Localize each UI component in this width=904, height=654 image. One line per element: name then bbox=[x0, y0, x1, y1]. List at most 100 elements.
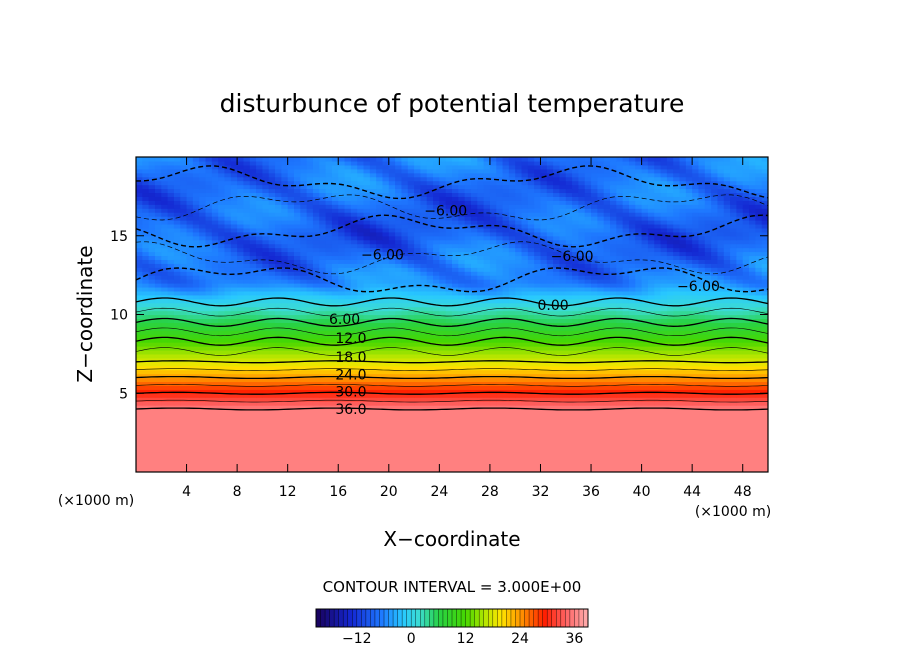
heatmap-cell bbox=[464, 275, 472, 280]
heatmap-cell bbox=[742, 290, 750, 296]
heatmap-cell bbox=[685, 353, 693, 359]
heatmap-cell bbox=[268, 326, 276, 331]
heatmap-cell bbox=[186, 389, 194, 394]
heatmap-cell bbox=[489, 456, 497, 461]
heatmap-cell bbox=[553, 326, 561, 331]
heatmap-cell bbox=[401, 464, 409, 469]
heatmap-cell bbox=[439, 428, 447, 434]
heatmap-cell bbox=[388, 436, 396, 442]
heatmap-cell bbox=[572, 401, 579, 406]
heatmap-cell bbox=[382, 361, 390, 367]
heatmap-cell bbox=[199, 298, 207, 304]
heatmap-cell bbox=[420, 318, 428, 323]
heatmap-cell bbox=[742, 460, 750, 465]
heatmap-cell bbox=[685, 306, 693, 312]
heatmap-cell bbox=[218, 322, 226, 327]
heatmap-cell bbox=[294, 381, 301, 386]
heatmap-cell bbox=[148, 377, 156, 383]
heatmap-cell bbox=[300, 405, 308, 410]
heatmap-cell bbox=[218, 373, 226, 379]
heatmap-cell bbox=[666, 326, 674, 331]
heatmap-cell bbox=[679, 385, 687, 390]
heatmap-cell bbox=[173, 440, 181, 446]
heatmap-cell bbox=[350, 330, 358, 335]
heatmap-cell bbox=[483, 444, 491, 449]
heatmap-cell bbox=[502, 393, 510, 398]
heatmap-cell bbox=[610, 428, 617, 434]
heatmap-cell bbox=[502, 361, 510, 367]
heatmap-cell bbox=[275, 377, 282, 383]
heatmap-cell bbox=[717, 428, 725, 434]
heatmap-cell bbox=[420, 456, 428, 461]
heatmap-cell bbox=[325, 444, 333, 449]
heatmap-cell bbox=[350, 306, 358, 312]
heatmap-cell bbox=[237, 294, 245, 300]
heatmap-cell bbox=[205, 448, 213, 453]
heatmap-cell bbox=[382, 448, 390, 453]
heatmap-cell bbox=[344, 279, 352, 284]
heatmap-cell bbox=[546, 428, 554, 434]
heatmap-cell bbox=[186, 373, 194, 379]
heatmap-cell bbox=[553, 381, 561, 386]
heatmap-cell bbox=[426, 298, 434, 304]
heatmap-cell bbox=[142, 369, 150, 375]
heatmap-cell bbox=[312, 401, 320, 406]
heatmap-cell bbox=[723, 405, 731, 410]
heatmap-cell bbox=[161, 318, 169, 323]
heatmap-cell bbox=[230, 310, 238, 316]
heatmap-cell bbox=[249, 357, 257, 363]
heatmap-cell bbox=[591, 456, 598, 461]
heatmap-cell bbox=[319, 334, 327, 339]
heatmap-cell bbox=[382, 409, 390, 414]
heatmap-cell bbox=[730, 373, 737, 379]
heatmap-cell bbox=[616, 314, 624, 320]
heatmap-cell bbox=[433, 365, 440, 371]
heatmap-cell bbox=[331, 452, 339, 457]
heatmap-cell bbox=[616, 432, 624, 438]
heatmap-cell bbox=[142, 460, 150, 465]
heatmap-cell bbox=[755, 440, 763, 446]
heatmap-cell bbox=[281, 338, 289, 343]
heatmap-cell bbox=[407, 385, 415, 390]
heatmap-cell bbox=[483, 424, 491, 430]
heatmap-cell bbox=[603, 444, 611, 449]
heatmap-cell bbox=[205, 334, 213, 339]
heatmap-cell bbox=[281, 275, 289, 280]
heatmap-cell bbox=[300, 440, 308, 446]
heatmap-cell bbox=[470, 361, 478, 367]
heatmap-cell bbox=[717, 416, 725, 422]
heatmap-cell bbox=[508, 294, 516, 300]
heatmap-cell bbox=[546, 369, 554, 375]
heatmap-cell bbox=[167, 286, 175, 292]
heatmap-cell bbox=[344, 349, 352, 355]
heatmap-cell bbox=[464, 279, 472, 284]
heatmap-cell bbox=[300, 373, 308, 379]
heatmap-cell bbox=[414, 353, 421, 359]
heatmap-cell bbox=[224, 373, 232, 379]
heatmap-cell bbox=[262, 334, 270, 339]
heatmap-cell bbox=[192, 377, 200, 383]
heatmap-cell bbox=[628, 464, 636, 469]
heatmap-cell bbox=[287, 468, 295, 472]
heatmap-cell bbox=[357, 290, 365, 296]
heatmap-cell bbox=[256, 377, 263, 383]
heatmap-cell bbox=[154, 361, 162, 367]
heatmap-cell bbox=[742, 334, 750, 339]
heatmap-cell bbox=[755, 456, 763, 461]
heatmap-cell bbox=[610, 424, 617, 430]
heatmap-cell bbox=[325, 294, 333, 300]
heatmap-cell bbox=[515, 349, 523, 355]
heatmap-cell bbox=[192, 468, 200, 472]
heatmap-cell bbox=[489, 460, 497, 465]
heatmap-cell bbox=[692, 444, 700, 449]
heatmap-cell bbox=[458, 393, 466, 398]
heatmap-cell bbox=[660, 389, 668, 394]
heatmap-cell bbox=[414, 456, 421, 461]
heatmap-cell bbox=[489, 373, 497, 379]
heatmap-cell bbox=[483, 342, 491, 347]
heatmap-cell bbox=[338, 365, 346, 371]
heatmap-cell bbox=[666, 416, 674, 422]
heatmap-cell bbox=[180, 468, 188, 472]
heatmap-cell bbox=[180, 412, 188, 418]
heatmap-cell bbox=[584, 440, 592, 446]
